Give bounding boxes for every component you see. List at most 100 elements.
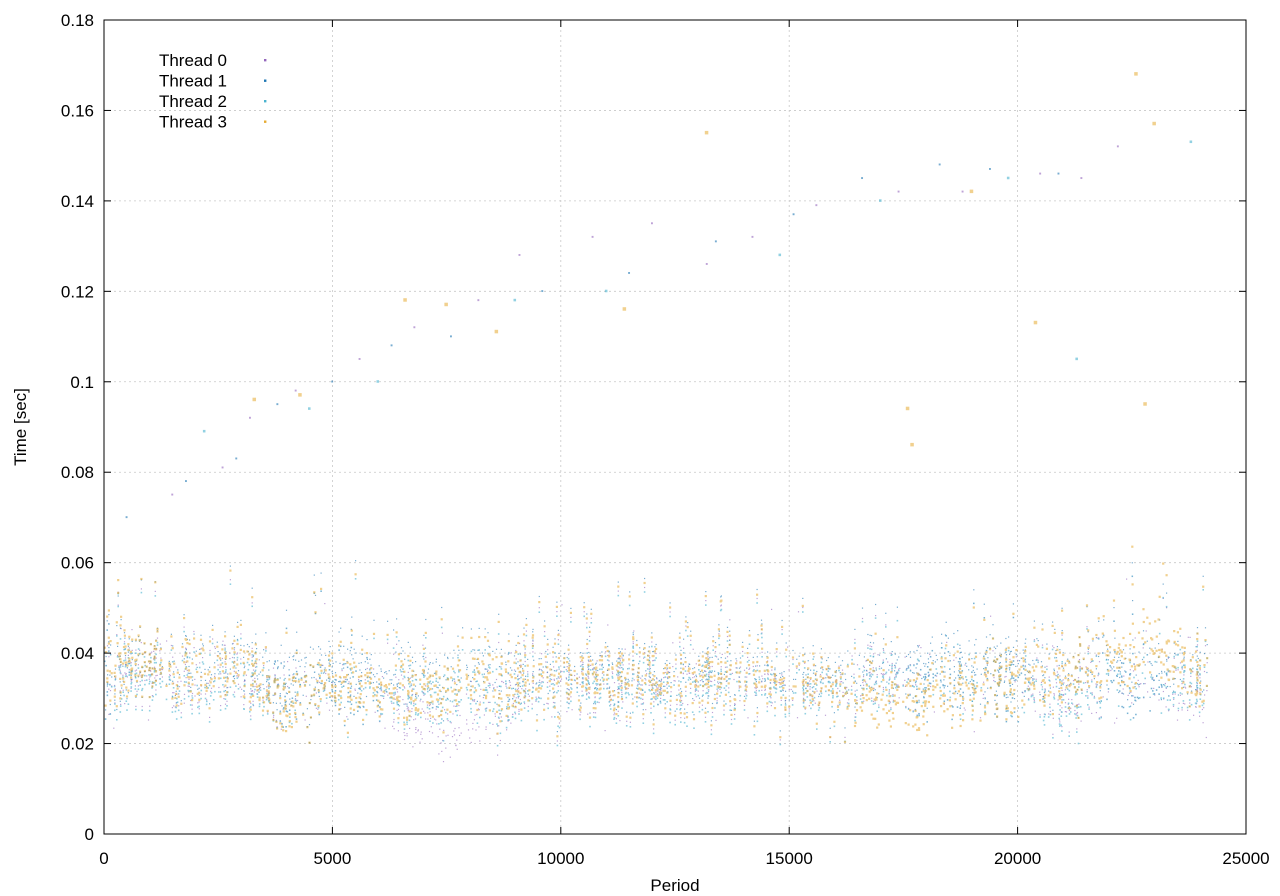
data-point xyxy=(1116,717,1118,719)
data-point xyxy=(519,703,522,705)
data-point xyxy=(545,661,547,663)
data-point xyxy=(657,687,659,689)
data-point xyxy=(611,662,613,664)
data-point xyxy=(1068,684,1071,686)
data-point xyxy=(641,684,643,686)
data-point xyxy=(985,660,987,662)
data-point xyxy=(400,647,403,649)
data-point xyxy=(930,642,932,644)
data-point xyxy=(692,668,694,670)
data-point xyxy=(285,726,287,728)
data-point xyxy=(323,671,326,673)
data-point xyxy=(820,667,822,669)
data-point xyxy=(902,685,904,687)
data-point xyxy=(729,619,731,621)
data-point xyxy=(907,678,910,681)
data-point xyxy=(895,674,897,676)
data-point xyxy=(648,646,650,648)
data-point xyxy=(619,671,621,674)
data-point xyxy=(1017,721,1020,723)
data-point xyxy=(684,657,687,659)
data-point xyxy=(1087,704,1089,706)
data-point xyxy=(624,686,626,688)
data-point xyxy=(1162,697,1165,699)
data-point xyxy=(1048,676,1050,678)
data-point xyxy=(628,680,630,682)
data-point xyxy=(1087,695,1089,697)
data-point xyxy=(473,671,476,673)
data-point xyxy=(244,680,246,682)
data-point xyxy=(441,606,443,609)
data-point xyxy=(723,713,725,716)
data-point xyxy=(229,579,231,581)
data-point xyxy=(1059,679,1061,681)
data-point xyxy=(622,655,624,657)
data-point xyxy=(556,615,558,617)
data-point xyxy=(618,667,620,669)
data-point xyxy=(119,672,122,674)
data-point xyxy=(539,668,541,670)
data-point xyxy=(305,662,307,664)
data-point xyxy=(669,662,671,664)
data-point xyxy=(1131,681,1133,683)
data-point xyxy=(331,671,333,673)
data-point xyxy=(266,681,268,683)
data-point xyxy=(226,705,228,707)
data-point xyxy=(651,645,653,648)
data-point xyxy=(1196,655,1198,657)
data-point xyxy=(298,660,300,662)
data-point xyxy=(996,645,998,647)
data-point xyxy=(406,733,408,735)
data-point xyxy=(249,710,251,713)
data-point xyxy=(419,665,421,667)
data-point xyxy=(252,686,254,688)
data-point xyxy=(487,701,490,703)
data-point xyxy=(1061,663,1063,665)
data-point xyxy=(500,685,502,688)
data-point xyxy=(917,659,920,662)
data-point xyxy=(197,688,199,690)
data-point xyxy=(1183,658,1185,660)
data-point xyxy=(249,707,251,709)
data-point xyxy=(526,675,529,678)
data-point xyxy=(958,663,961,665)
data-point xyxy=(861,679,864,681)
data-point xyxy=(417,729,419,731)
data-point xyxy=(435,677,438,680)
data-point xyxy=(1155,689,1158,691)
data-point xyxy=(341,668,343,670)
data-point xyxy=(907,653,910,656)
data-point xyxy=(1039,691,1041,693)
data-point xyxy=(1086,689,1088,691)
data-point xyxy=(246,643,249,646)
data-point xyxy=(558,722,561,724)
data-point xyxy=(1033,678,1035,680)
data-point xyxy=(589,712,591,714)
data-point xyxy=(885,624,887,626)
data-point xyxy=(340,683,342,685)
data-point xyxy=(218,686,220,689)
data-point xyxy=(343,667,345,669)
data-point xyxy=(691,711,694,713)
data-point xyxy=(558,726,561,729)
data-point xyxy=(636,705,638,708)
data-point xyxy=(108,688,110,690)
data-point xyxy=(403,675,406,678)
data-point xyxy=(541,653,543,655)
data-point xyxy=(1025,661,1027,663)
data-point xyxy=(1121,662,1123,664)
data-point xyxy=(283,674,285,676)
data-point xyxy=(794,692,797,694)
data-point xyxy=(330,699,333,702)
data-point xyxy=(1188,699,1191,701)
data-point xyxy=(596,683,599,685)
data-point xyxy=(512,713,514,716)
data-point xyxy=(924,675,926,677)
data-point xyxy=(265,648,267,650)
data-point xyxy=(891,664,893,666)
data-point xyxy=(1195,689,1197,691)
data-point xyxy=(632,673,635,675)
data-point xyxy=(427,686,430,689)
data-point xyxy=(1119,676,1121,679)
data-point xyxy=(1203,707,1205,709)
